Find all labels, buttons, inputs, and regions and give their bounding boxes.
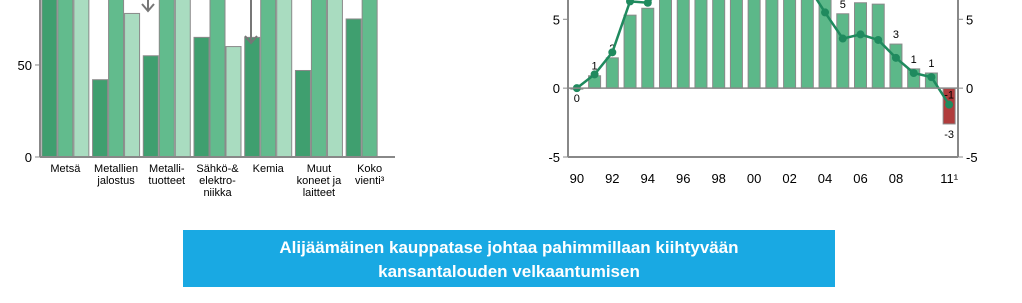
line <box>576 0 951 106</box>
bar <box>209 0 226 158</box>
marker <box>856 30 865 39</box>
value-label: 0 <box>574 93 580 105</box>
y2-tick-label: 5 <box>966 12 973 27</box>
bar <box>783 0 797 89</box>
x-tick-label: 90 <box>570 171 584 186</box>
value-label: 1 <box>911 54 917 66</box>
bar <box>800 0 814 89</box>
marker <box>821 8 830 17</box>
bar <box>605 57 619 89</box>
marker <box>608 48 617 57</box>
bar <box>41 0 58 158</box>
bar <box>836 13 850 89</box>
bar <box>310 0 327 158</box>
x-tick-label: 96 <box>676 171 690 186</box>
marker <box>643 0 652 7</box>
x-tick-label: 98 <box>711 171 725 186</box>
marker <box>945 100 954 109</box>
marker <box>874 35 883 44</box>
x-tick-label: Koko vienti³ <box>355 163 385 187</box>
bar <box>142 55 159 158</box>
bar <box>854 2 867 89</box>
marker <box>626 0 635 6</box>
bar <box>276 0 293 158</box>
x-tick-label: 00 <box>747 171 761 186</box>
bar <box>193 36 210 158</box>
marker <box>927 73 936 82</box>
x-tick-label: 92 <box>605 171 619 186</box>
y2-tick-label: 0 <box>966 81 973 96</box>
bar <box>712 0 726 89</box>
bar <box>326 0 343 158</box>
x-tick-label: 11¹ <box>940 171 958 186</box>
x-tick-label: Metsä <box>50 163 81 175</box>
banner-text: Alijäämäinen kauppatase johtaa pahimmill… <box>279 238 738 257</box>
marker <box>590 70 599 79</box>
bar <box>174 0 191 158</box>
bar <box>623 14 637 89</box>
y-tick-label: 0 <box>25 150 32 165</box>
bar <box>747 0 761 89</box>
value-label: -1 <box>944 90 954 102</box>
x-tick-label: Muut koneet ja laitteet <box>297 163 343 199</box>
bar <box>260 0 277 158</box>
value-label: 3 <box>893 29 899 41</box>
value-label: 5 <box>840 0 846 11</box>
value-label: 1 <box>928 58 934 70</box>
bar <box>124 12 141 158</box>
marker <box>838 34 847 43</box>
marker <box>909 68 918 77</box>
arrow-head <box>244 35 258 45</box>
x-tick-label: 06 <box>853 171 867 186</box>
y-tick-label: 0 <box>553 81 560 96</box>
x-tick-label: Metallien jalostus <box>94 163 138 187</box>
x-tick-label: 94 <box>641 171 655 186</box>
bar <box>889 43 903 89</box>
arrow-head <box>141 3 155 13</box>
bar <box>73 0 90 158</box>
y-tick-label: 5 <box>553 12 560 27</box>
x-tick-label: Kemia <box>253 163 285 175</box>
bar <box>345 18 362 158</box>
x-tick-label: 08 <box>889 171 903 186</box>
bar <box>225 46 242 158</box>
bar <box>765 0 779 89</box>
bar <box>92 79 109 158</box>
y2-tick-label: -5 <box>966 150 978 165</box>
y-tick-label: -5 <box>548 150 560 165</box>
y-tick-label: 50 <box>18 58 32 73</box>
x-tick-label: 04 <box>818 171 832 186</box>
bar <box>871 3 885 89</box>
x-tick-label: Metalli-tuotteet <box>148 163 185 187</box>
bar <box>244 36 261 158</box>
bar <box>676 0 690 89</box>
banner <box>183 230 835 287</box>
bar <box>659 0 672 89</box>
x-tick-label: 02 <box>782 171 796 186</box>
x-tick-label: Sähkö-& elektro-niikka <box>196 163 239 199</box>
bar <box>641 7 655 89</box>
bar <box>694 0 708 89</box>
bar <box>294 69 311 158</box>
marker <box>891 53 900 62</box>
bar <box>108 0 125 158</box>
banner-text: kansantalouden velkaantumisen <box>378 262 640 281</box>
value-label: -3 <box>944 129 954 141</box>
bar <box>158 0 175 158</box>
bar <box>729 0 743 89</box>
value-label: 1 <box>592 61 598 73</box>
bar <box>57 0 74 158</box>
bar <box>361 0 378 158</box>
